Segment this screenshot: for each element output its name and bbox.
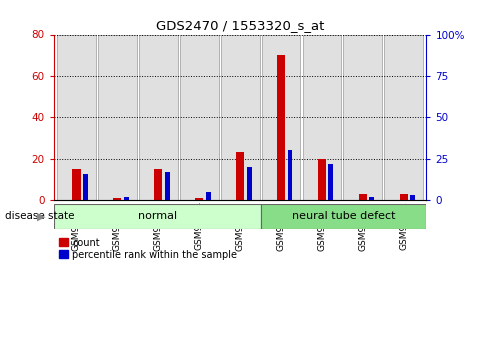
Bar [236,152,244,200]
Bar [359,194,367,200]
Bar [343,34,382,200]
Text: ▶: ▶ [37,211,46,221]
Bar [246,167,251,200]
Bar [98,34,137,200]
Bar [288,150,293,200]
Bar [410,195,415,200]
Bar [54,204,261,229]
Legend: count, percentile rank within the sample: count, percentile rank within the sample [59,238,237,260]
Bar [220,34,260,200]
Bar [369,197,374,200]
Bar [154,169,162,200]
Text: neural tube defect: neural tube defect [292,211,395,221]
Bar [328,164,333,200]
Text: normal: normal [138,211,177,221]
Bar [73,169,80,200]
Bar [384,34,423,200]
Bar [83,174,88,200]
Bar [262,34,300,200]
Title: GDS2470 / 1553320_s_at: GDS2470 / 1553320_s_at [156,19,324,32]
Bar [206,192,211,200]
Bar [318,159,326,200]
Bar [57,34,96,200]
Bar [261,204,426,229]
Bar [165,172,170,200]
Bar [113,198,122,200]
Bar [124,197,129,200]
Bar [139,34,178,200]
Bar [302,34,342,200]
Text: disease state: disease state [5,211,74,221]
Bar [180,34,219,200]
Bar [277,55,285,200]
Bar [400,194,408,200]
Bar [195,198,203,200]
